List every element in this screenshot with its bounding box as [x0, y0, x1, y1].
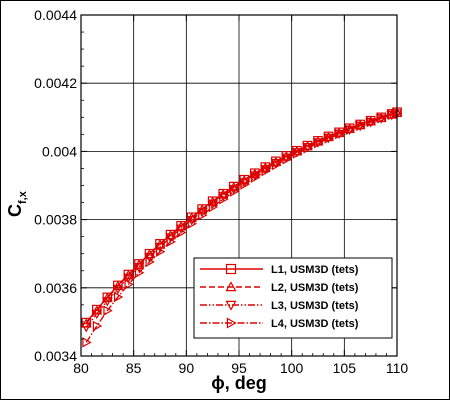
- x-tick-label: 85: [126, 360, 142, 376]
- x-axis-label: ϕ, deg: [211, 373, 267, 393]
- data-point: [323, 133, 334, 144]
- x-tick-label: 80: [73, 360, 89, 376]
- y-axis-label: Cf,x: [5, 190, 29, 217]
- data-point: [366, 116, 377, 128]
- tick-marks: [80, 14, 398, 357]
- data-point: [123, 273, 134, 284]
- data-point: [198, 209, 208, 221]
- data-point: [102, 297, 113, 307]
- data-point: [124, 279, 134, 290]
- legend-marker: [226, 317, 237, 329]
- x-tick-labels: 80 85 90 95 100 105 110: [73, 360, 408, 376]
- series-4: [82, 107, 403, 348]
- x-tick-label: 95: [231, 360, 247, 376]
- data-point: [154, 242, 166, 253]
- data-point: [208, 201, 219, 213]
- data-point: [217, 192, 229, 202]
- data-point: [177, 227, 187, 238]
- svg-text:Cf,x: Cf,x: [5, 190, 29, 217]
- y-tick-labels: 0.0034 0.0036 0.0038 0.004 0.0042 0.0044: [34, 7, 77, 364]
- legend-label: L2, USM3D (tets): [271, 282, 359, 294]
- data-point: [187, 218, 198, 229]
- data-point: [112, 284, 124, 295]
- legend: L1, USM3D (tets) L2, USM3D (tets) L3, USM3…: [193, 257, 393, 339]
- y-axis-label-subscript: f,x: [17, 190, 29, 204]
- legend-item-2: L2, USM3D (tets): [200, 281, 359, 294]
- legend-marker: [225, 300, 237, 311]
- data-point: [387, 109, 398, 121]
- x-tick-label: 100: [280, 360, 304, 376]
- data-point: [314, 137, 324, 149]
- legend-item-4: L4, USM3D (tets): [200, 317, 359, 330]
- series-line: [85, 112, 398, 343]
- y-tick-label: 0.0042: [34, 75, 77, 91]
- data-point: [103, 305, 113, 316]
- data-point: [219, 193, 229, 205]
- legend-label: L1, USM3D (tets): [271, 264, 359, 276]
- data-point: [282, 154, 292, 165]
- data-point: [92, 320, 103, 332]
- data-point: [228, 184, 239, 195]
- x-tick-label: 105: [333, 360, 357, 376]
- data-point: [144, 252, 155, 263]
- y-tick-label: 0.004: [42, 143, 77, 159]
- y-tick-label: 0.0038: [34, 212, 77, 228]
- data-point: [335, 128, 345, 140]
- data-point: [81, 323, 92, 333]
- x-tick-label: 90: [179, 360, 195, 376]
- data-point: [356, 120, 366, 132]
- legend-marker: [225, 281, 237, 292]
- y-tick-label: 0.0034: [34, 348, 77, 364]
- legend-item-3: L3, USM3D (tets): [200, 300, 359, 312]
- data-point: [324, 133, 334, 144]
- y-axis-label-main: C: [5, 204, 25, 217]
- data-point: [82, 337, 92, 348]
- data-point: [240, 179, 250, 190]
- data-point: [345, 124, 356, 136]
- data-point: [134, 267, 145, 279]
- legend-item-1: L1, USM3D (tets): [200, 263, 359, 276]
- data-point: [156, 246, 166, 257]
- data-point: [261, 165, 271, 177]
- data-point: [133, 263, 145, 273]
- data-point: [303, 143, 313, 154]
- y-tick-label: 0.0044: [34, 7, 77, 23]
- data-point: [91, 309, 103, 320]
- data-point: [292, 148, 303, 159]
- data-point: [271, 159, 282, 171]
- legend-marker: [225, 263, 237, 275]
- data-point: [229, 186, 240, 197]
- series-layer: [81, 107, 403, 348]
- data-point: [250, 172, 261, 183]
- y-tick-label: 0.0036: [34, 280, 77, 296]
- data-point: [113, 291, 124, 303]
- data-point: [166, 236, 176, 247]
- legend-label: L4, USM3D (tets): [271, 318, 359, 330]
- data-point: [377, 113, 387, 124]
- data-point: [333, 129, 345, 140]
- data-point: [165, 229, 176, 240]
- legend-label: L3, USM3D (tets): [271, 300, 359, 312]
- x-tick-label: 110: [386, 360, 409, 376]
- data-point: [145, 256, 155, 268]
